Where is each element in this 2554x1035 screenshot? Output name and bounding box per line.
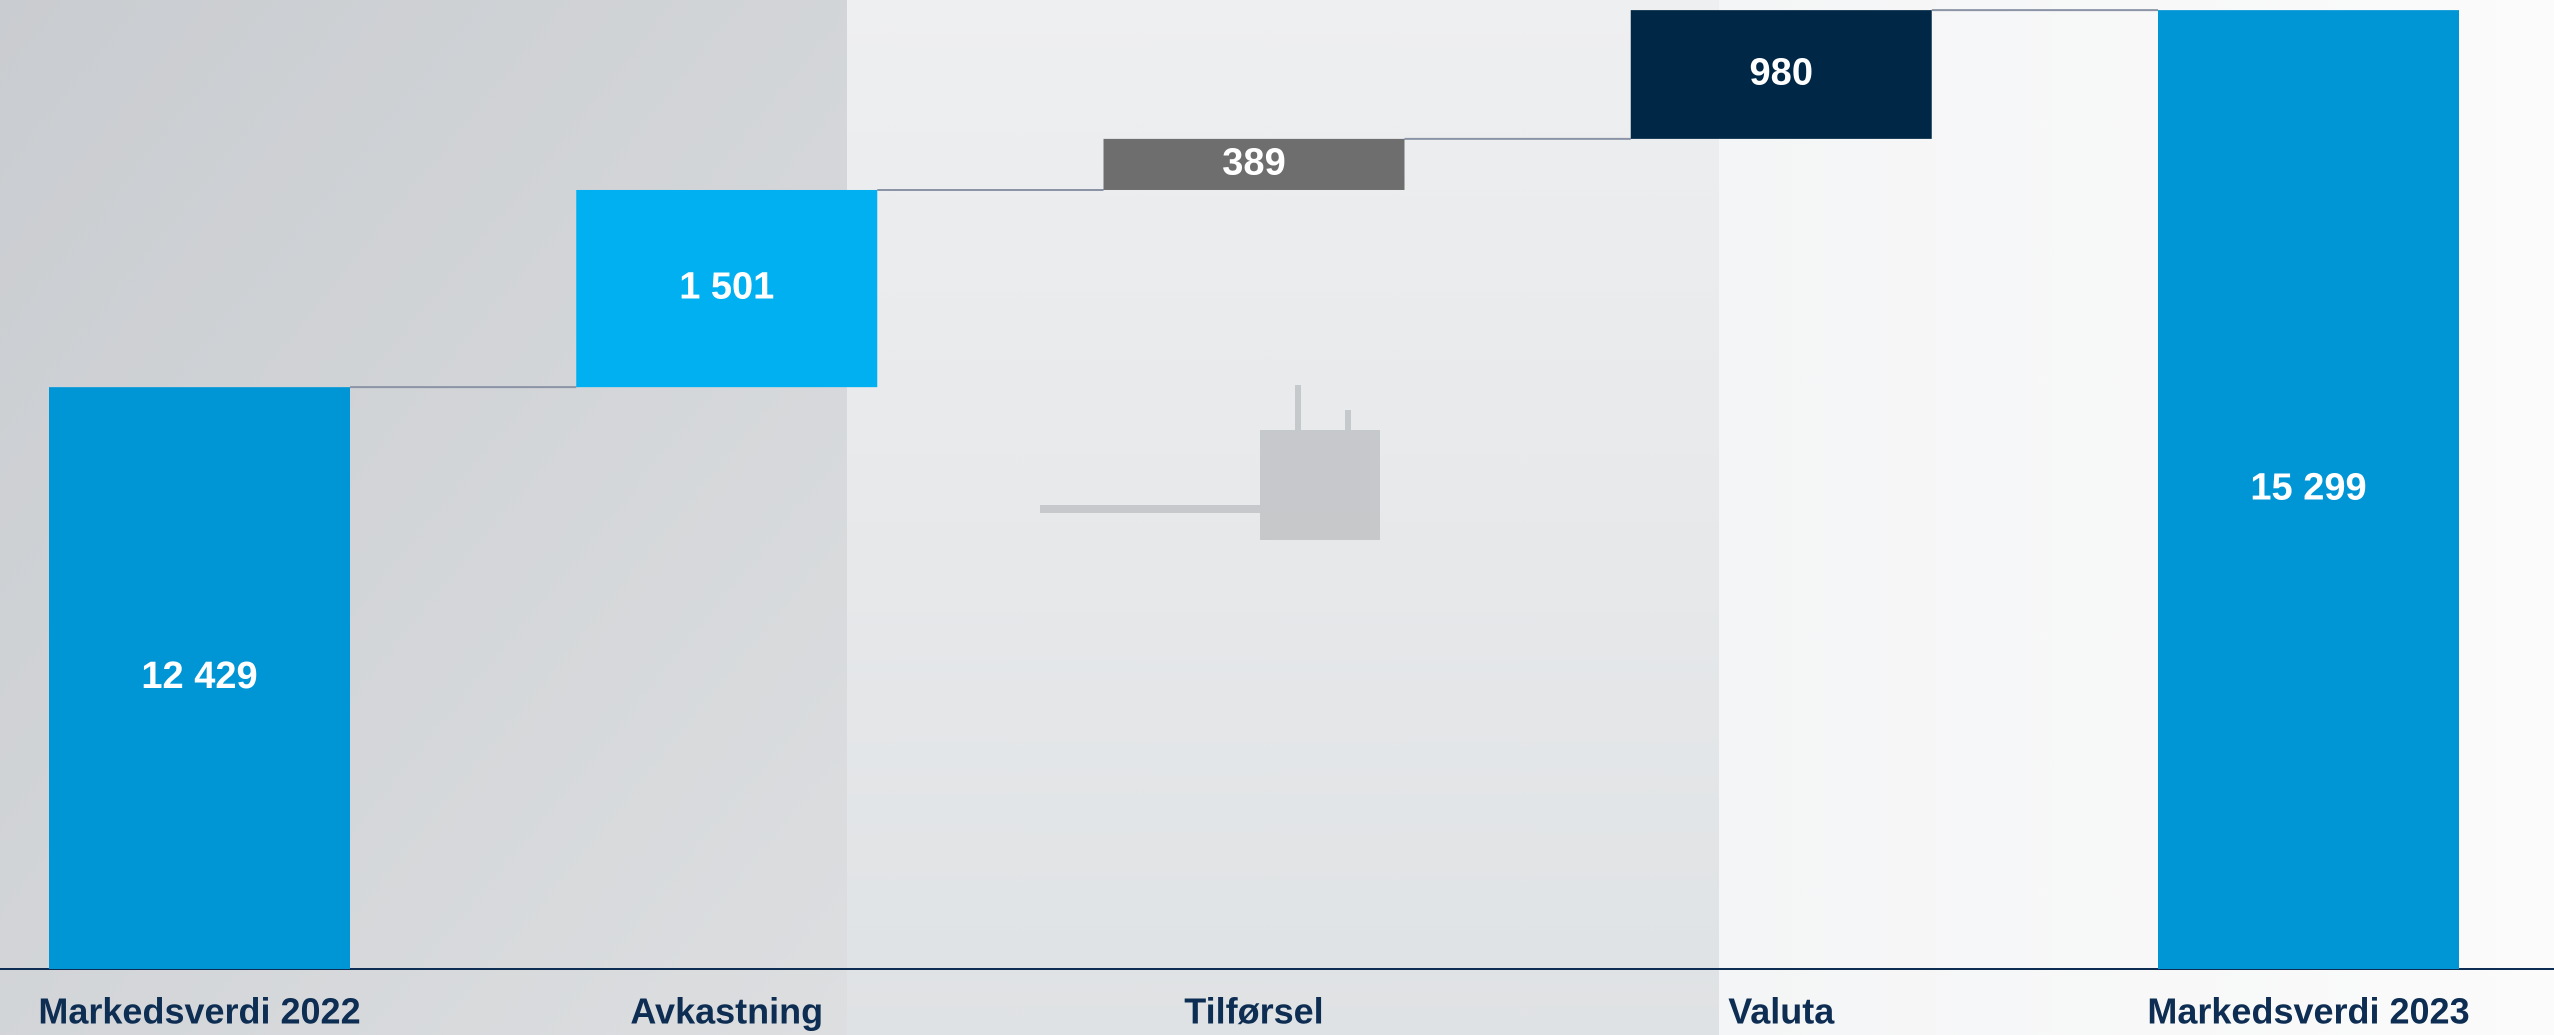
x-tick-label: Markedsverdi 2023 — [2147, 991, 2469, 1032]
value-label: 980 — [1750, 52, 1813, 94]
value-label: 1 501 — [679, 266, 774, 308]
x-tick-label: Tilførsel — [1184, 991, 1323, 1032]
chart: 12 429 Markedsverdi 2022 1 501 Avkastning 38… — [0, 0, 2554, 1035]
value-label: 15 299 — [2250, 467, 2366, 509]
x-tick-label: Markedsverdi 2022 — [38, 991, 360, 1032]
value-label: 12 429 — [141, 655, 257, 697]
x-tick-label: Avkastning — [630, 991, 823, 1032]
page: 12 429 Markedsverdi 2022 1 501 Avkastning 38… — [0, 0, 2554, 1035]
x-tick-label: Valuta — [1728, 991, 1835, 1032]
value-label: 389 — [1222, 141, 1285, 183]
